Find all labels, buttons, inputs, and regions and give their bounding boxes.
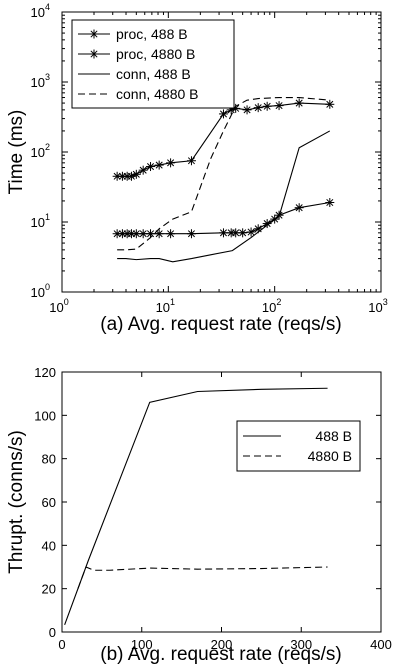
y-tick-label: 103 [31,72,50,90]
legend-label: proc, 4880 B [116,46,195,62]
data-point [242,105,252,115]
series-4 [117,96,330,251]
legend-entry: proc, 488 B [78,26,188,42]
y-tick-label: 20 [42,582,56,597]
legend-label: 4880 B [308,448,352,464]
series-2 [77,566,328,589]
data-point [246,227,256,237]
data-point [274,101,284,111]
data-point [186,156,196,166]
series-3 [117,130,331,263]
x-tick-label: 101 [156,297,175,315]
legend-entry: conn, 4880 B [78,86,199,102]
data-point [218,228,228,238]
data-point [138,165,148,175]
legend-marker [89,29,99,39]
series-2 [112,98,335,181]
data-point [218,109,228,119]
series-line [117,96,330,251]
legend-marker [89,49,99,59]
data-point [238,228,248,238]
legend-label: proc, 488 B [116,26,188,42]
plot-a-xlabel: (a) Avg. request rate (reqs/s) [100,314,341,335]
plot-a-series [112,96,335,263]
x-tick-label: 103 [368,297,387,315]
legend-entry: conn, 488 B [78,66,191,82]
plot-b-frame [61,371,382,633]
data-point [262,101,272,111]
y-tick-label: 0 [49,625,56,640]
x-tick-label: 102 [262,297,281,315]
legend-entry: proc, 4880 B [78,46,195,62]
y-tick-label: 101 [31,212,50,230]
y-tick-label: 100 [34,408,56,423]
y-tick-label: 102 [31,142,50,160]
data-point [131,169,141,179]
series-1 [64,387,328,626]
legend-box [236,420,361,472]
y-tick-label: 60 [42,495,56,510]
data-point [154,229,164,239]
legend-label: conn, 488 B [116,66,191,82]
plot-b-series [64,387,328,626]
plot-b-xlabel: (b) Avg. request rate (reqs/s) [100,644,341,665]
data-point [166,229,176,239]
y-tick-label: 40 [42,538,56,553]
data-point [186,229,196,239]
plot-b: 0 100 200 300 400 0 20 40 60 80 100 120 488 B 4880 B… [6,365,392,665]
data-point [253,103,263,113]
data-point [154,160,164,170]
data-point [325,99,335,109]
legend-box [71,19,235,109]
x-tick-label: 0 [58,637,65,652]
legend-label: 488 B [315,428,352,444]
y-tick-label: 104 [31,2,50,20]
data-point [325,197,335,207]
plot-b-ticks: 0 100 200 300 400 0 20 40 60 80 100 120 [34,365,392,652]
plot-a-legend: proc, 488 B proc, 4880 B conn, 488 B conn, … [71,19,235,109]
plot-a-ylabel: Time (ms) [6,110,27,195]
x-tick-label: 100 [131,637,153,652]
x-tick-label: 300 [290,637,312,652]
y-tick-label: 80 [42,452,56,467]
y-tick-label: 120 [34,365,56,380]
legend-entry: 4880 B [243,448,352,464]
legend-entry: 488 B [243,428,352,444]
legend-label: conn, 4880 B [116,86,199,102]
series-1 [112,197,335,239]
series-line [117,130,331,263]
data-point [112,171,122,181]
plot-b-ylabel: Thrupt. (conns/s) [6,430,27,574]
y-tick-label: 100 [31,282,50,300]
data-point [166,158,176,168]
data-point [294,98,304,108]
data-point [146,229,156,239]
x-tick-label: 400 [370,637,392,652]
data-point [146,162,156,172]
plot-b-legend: 488 B 4880 B [236,420,361,472]
x-tick-label: 100 [49,297,68,315]
data-point [294,203,304,213]
x-tick-label: 200 [211,637,233,652]
